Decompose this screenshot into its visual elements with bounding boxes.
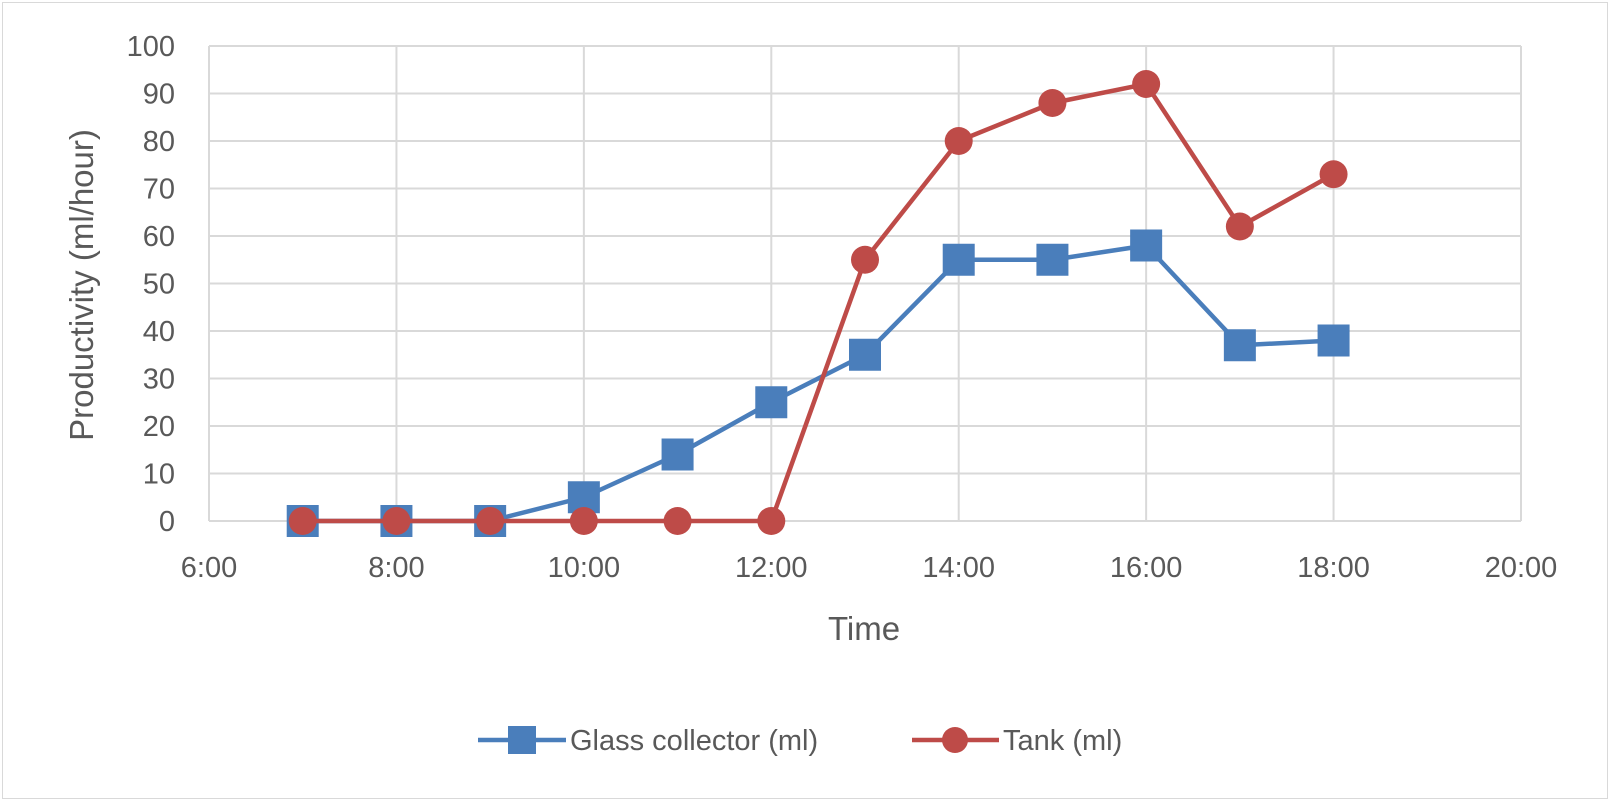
- data-point: [944, 127, 973, 155]
- y-tick-label: 20: [143, 411, 175, 443]
- y-tick-label: 10: [143, 459, 175, 491]
- y-axis-title: Productivity (ml/hour): [63, 129, 100, 441]
- data-point: [1223, 329, 1256, 362]
- data-point: [755, 386, 788, 419]
- y-tick-label: 70: [143, 174, 175, 206]
- legend-entry: Tank (ml): [912, 725, 1122, 757]
- gridlines: [208, 45, 1522, 522]
- legend-marker-square: [508, 726, 536, 754]
- data-point: [849, 338, 881, 371]
- data-point: [1036, 243, 1069, 276]
- data-point: [1317, 324, 1350, 357]
- x-tick-label: 6:00: [181, 552, 237, 584]
- y-tick-label: 60: [143, 221, 175, 253]
- series-line: [302, 81, 1335, 524]
- legend-marker-circle: [942, 727, 968, 753]
- x-tick-label: 10:00: [548, 552, 621, 584]
- y-tick-label: 100: [127, 31, 175, 63]
- data-point: [1225, 212, 1254, 241]
- data-point: [569, 507, 598, 535]
- y-tick-label: 50: [143, 269, 175, 301]
- series-line: [302, 243, 1334, 524]
- legend: Glass collector (ml) Tank (ml): [478, 725, 1122, 757]
- data-point: [1132, 70, 1161, 98]
- y-tick-label: 90: [143, 79, 175, 111]
- series-glass-collector: [286, 229, 1350, 537]
- data-point: [663, 507, 692, 535]
- series-tank: [288, 70, 1348, 535]
- legend-label: Glass collector (ml): [570, 725, 818, 757]
- y-axis-tick-labels: 0 10 20 30 40 50 60 70 80 90 100: [127, 31, 175, 538]
- data-point: [1130, 229, 1163, 262]
- x-axis-title: Time: [828, 610, 900, 647]
- x-tick-label: 8:00: [368, 552, 424, 584]
- x-tick-label: 16:00: [1110, 552, 1183, 584]
- x-tick-label: 12:00: [735, 552, 808, 584]
- y-tick-label: 80: [143, 126, 175, 158]
- y-tick-label: 40: [143, 316, 175, 348]
- data-point: [942, 243, 975, 276]
- data-point: [382, 507, 411, 535]
- legend-label: Tank (ml): [1003, 725, 1122, 757]
- x-tick-label: 14:00: [922, 552, 995, 584]
- data-point: [1319, 160, 1348, 189]
- data-point: [1038, 89, 1067, 117]
- series-layer: [286, 70, 1350, 537]
- y-tick-label: 30: [143, 364, 175, 396]
- x-tick-label: 20:00: [1485, 552, 1558, 584]
- legend-entry: Glass collector (ml): [478, 725, 818, 757]
- data-point: [851, 245, 879, 274]
- data-point: [288, 507, 317, 535]
- x-axis-tick-labels: 6:00 8:00 10:00 12:00 14:00 16:00 18:00 20:00: [181, 552, 1558, 584]
- y-tick-label: 0: [159, 506, 175, 538]
- data-point: [476, 507, 505, 535]
- data-point: [661, 438, 694, 471]
- x-tick-label: 18:00: [1297, 552, 1370, 584]
- data-point: [757, 507, 786, 535]
